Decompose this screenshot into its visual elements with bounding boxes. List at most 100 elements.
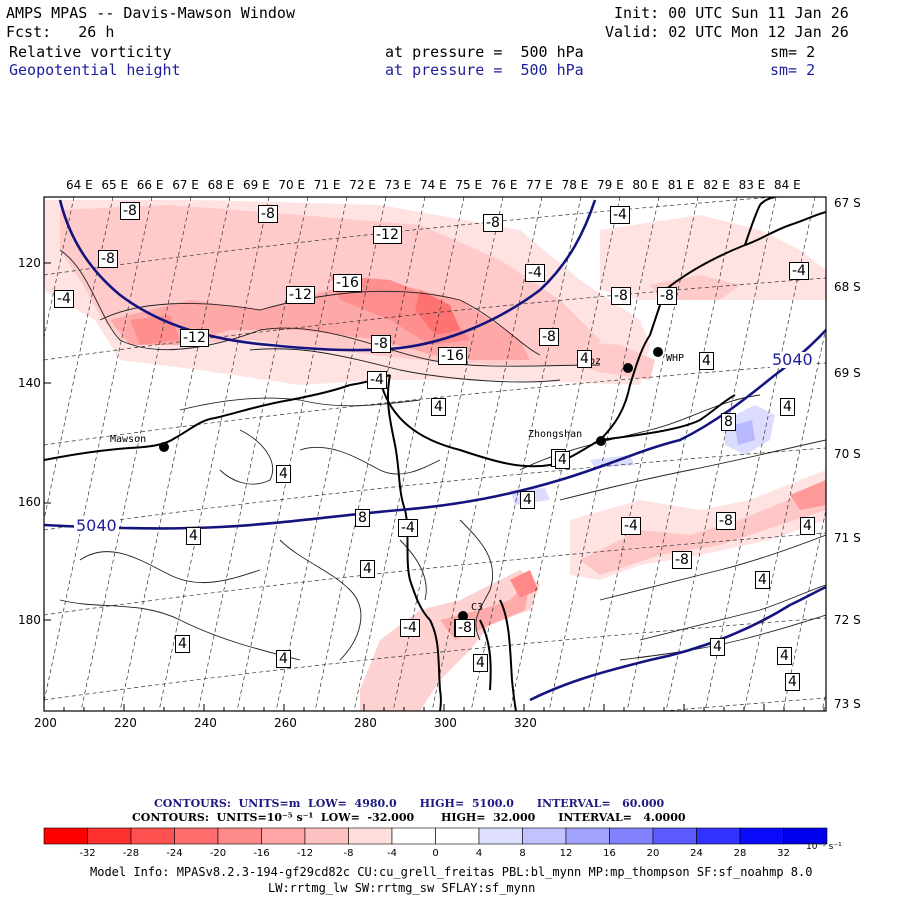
latitude-label: 72 S	[834, 613, 861, 627]
longitude-label: 75 E	[455, 178, 483, 192]
field1-smooth: sm= 2	[770, 43, 816, 61]
colorbar-tick-label: -32	[79, 848, 96, 859]
plot-title: AMPS MPAS -- Davis-Mawson Window	[6, 4, 295, 22]
colorbar-tick-label: 32	[777, 848, 790, 859]
meridian-line	[44, 197, 114, 522]
field1-level: at pressure = 500 hPa	[385, 43, 584, 61]
meridian-line	[314, 197, 426, 711]
vorticity-label: 4	[175, 635, 190, 653]
height-contours	[44, 199, 826, 702]
colorbar-swatch	[478, 827, 523, 845]
latitude-label: 73 S	[834, 697, 861, 711]
colorbar-tick-label: 24	[690, 848, 703, 859]
x-tick-label: 240	[194, 716, 217, 730]
vorticity-label: 4	[360, 560, 375, 578]
latitude-label: 70 S	[834, 447, 861, 461]
vorticity-label: -8	[371, 335, 391, 353]
meridian-line	[665, 197, 777, 711]
model-physics: LW:rrtmg_lw SW:rrtmg_sw SFLAY:sf_mynn	[268, 881, 536, 895]
colorbar-swatch	[43, 827, 88, 845]
vorticity-label: -8	[672, 551, 692, 569]
longitude-label: 72 E	[349, 178, 376, 192]
station-marker	[159, 442, 169, 452]
vorticity-label: 4	[431, 398, 446, 416]
station-label: WHP	[666, 353, 685, 364]
vorticity-label: -8	[716, 512, 736, 530]
vorticity-label: 4	[780, 398, 795, 416]
vorticity-label: -16	[438, 347, 467, 365]
vorticity-label: 4	[276, 465, 291, 483]
vorticity-label: -8	[611, 287, 631, 305]
vorticity-contour-info: CONTOURS: UNITS=10⁻⁵ s⁻¹ LOW= -32.000 HI…	[132, 811, 686, 824]
vorticity-label: -12	[286, 286, 315, 304]
meridian-line	[431, 197, 543, 711]
parallel-line	[44, 197, 779, 276]
y-tick-label: 140	[18, 376, 41, 390]
field2-smooth: sm= 2	[770, 61, 816, 79]
meridian-line	[44, 197, 75, 339]
colorbar-tick-label: -28	[122, 848, 140, 859]
init-time: Init: 00 UTC Sun 11 Jan 26	[614, 4, 849, 22]
parallel-line	[44, 617, 826, 701]
meridian-line	[236, 197, 348, 711]
station-label: Dbz	[583, 356, 602, 367]
longitude-label: 65 E	[101, 178, 129, 192]
colorbar-tick-label: -4	[387, 848, 397, 859]
meridian-line	[470, 197, 582, 711]
vorticity-label: 4	[577, 350, 592, 368]
colorbar-tick-label: 0	[432, 848, 439, 859]
vorticity-label: -4	[400, 619, 420, 637]
colorbar-tick-label: -12	[296, 848, 314, 859]
vorticity-label: -16	[333, 274, 362, 292]
y-tick-label: 120	[18, 256, 41, 270]
field2-name: Geopotential height	[9, 61, 181, 79]
vorticity-label: 4	[800, 517, 815, 535]
colorbar-swatch	[609, 827, 654, 845]
meridian-line	[119, 197, 231, 711]
meridian-line	[275, 197, 387, 711]
y-tick-label: 160	[18, 495, 41, 509]
colorbar-swatch	[435, 827, 480, 845]
longitude-label: 73 E	[384, 178, 412, 192]
colorbar-swatch	[348, 827, 393, 845]
longitude-label: 84 E	[774, 178, 801, 192]
colorbar	[43, 827, 828, 845]
vorticity-label: -8	[455, 619, 475, 637]
x-tick-label: 220	[114, 716, 137, 730]
height-label: 5040	[770, 350, 815, 369]
longitude-label: 67 E	[172, 178, 199, 192]
colorbar-swatch	[522, 827, 567, 845]
colorbar-swatch	[391, 827, 436, 845]
vorticity-label: 4	[186, 527, 201, 545]
colorbar-tick-label: -16	[253, 848, 270, 859]
colorbar-tick-label: -8	[343, 848, 354, 859]
vorticity-label: -4	[621, 517, 641, 535]
colorbar-swatch	[87, 827, 132, 845]
vorticity-label: 4	[710, 638, 725, 656]
vorticity-label: -8	[120, 202, 140, 220]
vorticity-label: -12	[373, 226, 402, 244]
vorticity-label: -8	[483, 214, 503, 232]
colorbar-tick-label: 12	[559, 848, 573, 859]
longitude-label: 80 E	[632, 178, 660, 192]
station-label: C3	[471, 602, 484, 613]
longitude-label: 74 E	[420, 178, 447, 192]
meridian-line	[44, 197, 153, 704]
forecast-hour: Fcst: 26 h	[6, 23, 115, 41]
colorbar-tick-label: -20	[209, 848, 227, 859]
vorticity-label: 8	[721, 413, 736, 431]
parallel-line	[660, 697, 826, 711]
meridian-line	[704, 197, 816, 711]
valid-time: Valid: 02 UTC Mon 12 Jan 26	[605, 23, 849, 41]
colorbar-swatch	[739, 827, 784, 845]
longitude-label: 68 E	[207, 178, 235, 192]
y-tick-label: 180	[18, 613, 41, 627]
longitude-label: 78 E	[561, 178, 589, 192]
parallel-line	[44, 532, 826, 616]
parallel-line	[44, 362, 826, 446]
colorbar-swatch	[696, 827, 741, 845]
colorbar-tick-label: 28	[733, 848, 747, 859]
x-tick-label: 300	[434, 716, 457, 730]
longitude-label: 82 E	[703, 178, 730, 192]
